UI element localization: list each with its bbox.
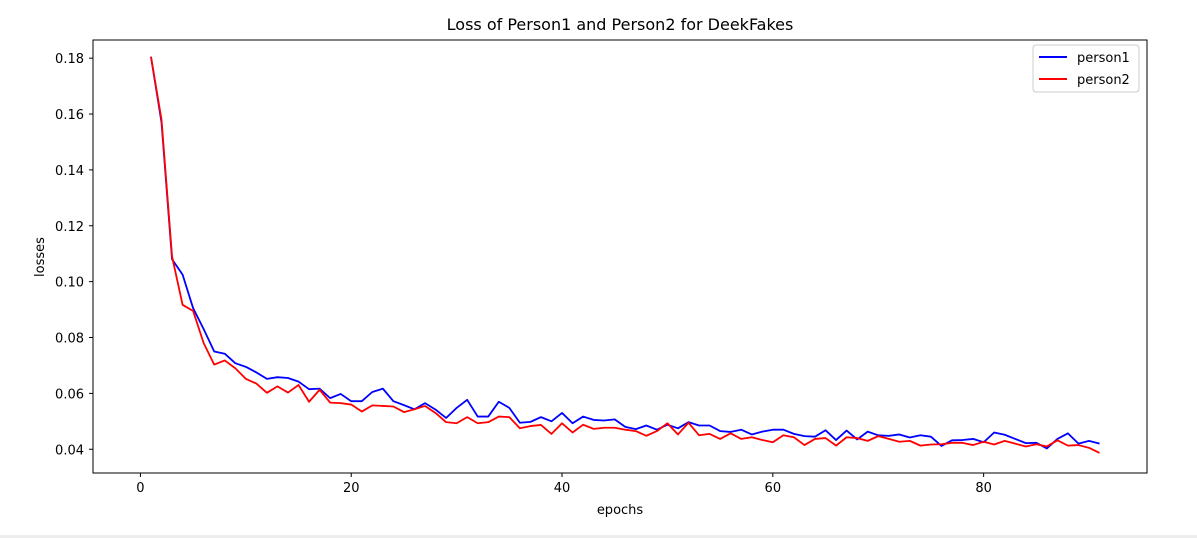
y-tick-label: 0.12	[55, 220, 84, 235]
y-tick-label: 0.16	[55, 108, 84, 123]
y-tick-label: 0.10	[55, 276, 84, 291]
y-tick-label: 0.04	[55, 443, 84, 458]
window-bottom-edge	[0, 535, 1197, 538]
y-axis-ticks: 0.04 0.06 0.08 0.10 0.12 0.14 0.16 0.18	[55, 52, 93, 458]
x-tick-label: 40	[554, 481, 571, 496]
y-axis-label: losses	[33, 237, 48, 277]
legend: person1 person2	[1032, 44, 1140, 93]
y-tick-label: 0.14	[55, 164, 84, 179]
x-tick-label: 0	[136, 481, 144, 496]
y-tick-label: 0.18	[55, 52, 84, 67]
chart-title: Loss of Person1 and Person2 for DeekFake…	[447, 15, 794, 34]
x-tick-label: 80	[975, 481, 992, 496]
legend-label-person2: person2	[1077, 73, 1130, 88]
y-tick-label: 0.06	[55, 387, 84, 402]
legend-label-person1: person1	[1077, 51, 1130, 66]
series-line-person1	[150, 56, 1100, 450]
series-lines	[150, 56, 1100, 454]
series-line-person2	[150, 56, 1100, 454]
x-tick-label: 60	[765, 481, 782, 496]
x-tick-label: 20	[343, 481, 360, 496]
x-axis-label: epochs	[597, 503, 644, 518]
x-axis-ticks: 0 20 40 60 80	[136, 473, 992, 496]
plot-area	[93, 40, 1147, 473]
y-tick-label: 0.08	[55, 332, 84, 347]
plot-frame	[92, 39, 1148, 474]
